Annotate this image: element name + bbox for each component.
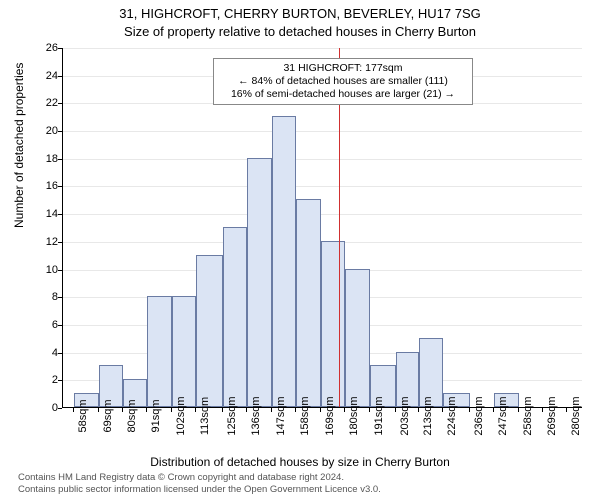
histogram-bar [272, 116, 296, 407]
x-tick-mark [395, 408, 396, 412]
chart-title-line1: 31, HIGHCROFT, CHERRY BURTON, BEVERLEY, … [0, 6, 600, 21]
annotation-line2: ← 84% of detached houses are smaller (11… [220, 75, 466, 88]
x-tick-label: 80sqm [126, 399, 138, 432]
x-tick-label: 191sqm [373, 396, 385, 435]
y-tick-label: 16 [28, 180, 58, 192]
footer-line2: Contains public sector information licen… [18, 484, 381, 496]
grid-line [63, 48, 582, 49]
x-tick-mark [271, 408, 272, 412]
x-tick-label: 158sqm [299, 396, 311, 435]
x-tick-label: 203sqm [399, 396, 411, 435]
x-tick-label: 147sqm [275, 396, 287, 435]
y-tick-label: 10 [28, 264, 58, 276]
x-tick-label: 69sqm [102, 399, 114, 432]
grid-line [63, 214, 582, 215]
y-axis-label: Number of detached properties [12, 63, 26, 228]
annotation-line3: 16% of semi-detached houses are larger (… [220, 88, 466, 101]
histogram-bar [196, 255, 223, 407]
x-tick-mark [122, 408, 123, 412]
x-tick-label: 258sqm [522, 396, 534, 435]
y-tick-label: 4 [28, 347, 58, 359]
x-tick-label: 102sqm [175, 396, 187, 435]
x-tick-label: 269sqm [546, 396, 558, 435]
x-tick-mark [98, 408, 99, 412]
x-tick-mark [171, 408, 172, 412]
y-tick-label: 20 [28, 125, 58, 137]
y-tick-mark [58, 186, 62, 187]
x-tick-mark [344, 408, 345, 412]
x-axis-label: Distribution of detached houses by size … [0, 455, 600, 469]
y-tick-mark [58, 353, 62, 354]
y-tick-mark [58, 103, 62, 104]
x-tick-mark [73, 408, 74, 412]
x-tick-mark [442, 408, 443, 412]
x-tick-mark [246, 408, 247, 412]
x-tick-label: 91sqm [150, 399, 162, 432]
x-tick-mark [418, 408, 419, 412]
x-tick-mark [566, 408, 567, 412]
y-tick-label: 14 [28, 208, 58, 220]
y-tick-mark [58, 408, 62, 409]
y-tick-mark [58, 380, 62, 381]
x-tick-label: 136sqm [250, 396, 262, 435]
y-tick-label: 22 [28, 97, 58, 109]
x-tick-mark [469, 408, 470, 412]
plot-area: 31 HIGHCROFT: 177sqm← 84% of detached ho… [62, 48, 582, 408]
x-tick-label: 58sqm [77, 399, 89, 432]
y-tick-mark [58, 131, 62, 132]
x-tick-mark [195, 408, 196, 412]
y-tick-mark [58, 48, 62, 49]
annotation-line1: 31 HIGHCROFT: 177sqm [220, 62, 466, 75]
y-tick-label: 18 [28, 153, 58, 165]
grid-line [63, 131, 582, 132]
annotation-box: 31 HIGHCROFT: 177sqm← 84% of detached ho… [213, 58, 473, 105]
x-tick-label: 180sqm [348, 396, 360, 435]
y-tick-label: 6 [28, 319, 58, 331]
x-tick-mark [295, 408, 296, 412]
y-tick-label: 8 [28, 291, 58, 303]
x-tick-mark [369, 408, 370, 412]
y-tick-mark [58, 76, 62, 77]
x-tick-label: 280sqm [570, 396, 582, 435]
y-tick-mark [58, 159, 62, 160]
histogram-bar [247, 158, 271, 407]
histogram-bar [172, 296, 196, 407]
grid-line [63, 186, 582, 187]
chart-title-line2: Size of property relative to detached ho… [0, 24, 600, 39]
x-tick-label: 125sqm [226, 396, 238, 435]
footer-line1: Contains HM Land Registry data © Crown c… [18, 472, 381, 484]
x-tick-mark [146, 408, 147, 412]
y-tick-mark [58, 325, 62, 326]
histogram-bar [345, 269, 369, 407]
x-tick-label: 224sqm [446, 396, 458, 435]
x-tick-label: 169sqm [324, 396, 336, 435]
x-tick-mark [222, 408, 223, 412]
x-tick-mark [518, 408, 519, 412]
histogram-bar [321, 241, 345, 407]
grid-line [63, 159, 582, 160]
y-tick-mark [58, 242, 62, 243]
x-tick-mark [320, 408, 321, 412]
chart-footer: Contains HM Land Registry data © Crown c… [18, 472, 381, 496]
histogram-bar [223, 227, 247, 407]
histogram-bar [296, 199, 320, 407]
y-tick-label: 26 [28, 42, 58, 54]
y-tick-label: 24 [28, 70, 58, 82]
histogram-bar [147, 296, 171, 407]
y-tick-mark [58, 270, 62, 271]
y-tick-label: 2 [28, 374, 58, 386]
x-tick-label: 213sqm [422, 396, 434, 435]
y-tick-label: 12 [28, 236, 58, 248]
y-tick-label: 0 [28, 402, 58, 414]
x-tick-label: 236sqm [473, 396, 485, 435]
y-tick-mark [58, 214, 62, 215]
x-tick-label: 247sqm [497, 396, 509, 435]
x-tick-label: 113sqm [199, 397, 211, 435]
x-tick-mark [542, 408, 543, 412]
x-tick-mark [493, 408, 494, 412]
y-tick-mark [58, 297, 62, 298]
